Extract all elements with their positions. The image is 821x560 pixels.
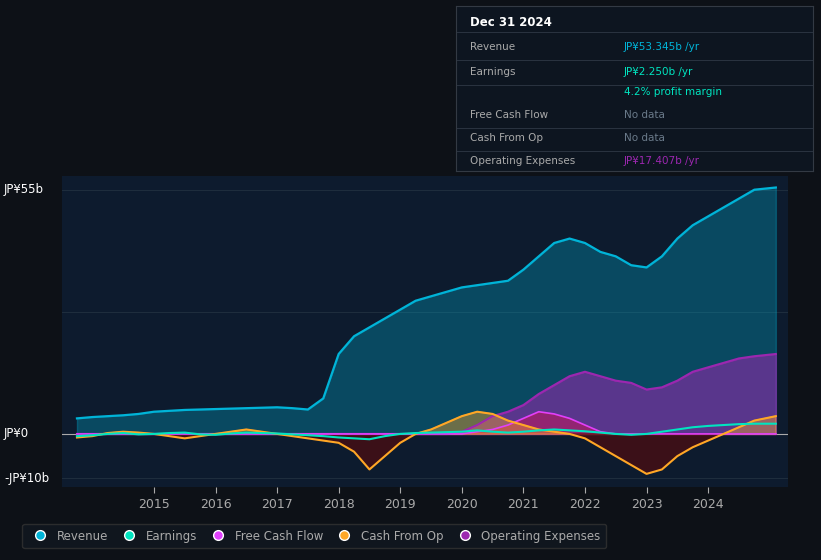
Text: Revenue: Revenue: [470, 42, 515, 52]
Text: 4.2% profit margin: 4.2% profit margin: [623, 86, 722, 96]
Text: Dec 31 2024: Dec 31 2024: [470, 16, 552, 29]
Text: JP¥53.345b /yr: JP¥53.345b /yr: [623, 42, 699, 52]
Legend: Revenue, Earnings, Free Cash Flow, Cash From Op, Operating Expenses: Revenue, Earnings, Free Cash Flow, Cash …: [22, 524, 607, 548]
Text: JP¥2.250b /yr: JP¥2.250b /yr: [623, 67, 693, 77]
Text: JP¥0: JP¥0: [4, 427, 30, 440]
Text: Operating Expenses: Operating Expenses: [470, 156, 576, 166]
Text: JP¥17.407b /yr: JP¥17.407b /yr: [623, 156, 699, 166]
Text: No data: No data: [623, 133, 664, 143]
Text: Earnings: Earnings: [470, 67, 516, 77]
Text: JP¥55b: JP¥55b: [4, 183, 44, 196]
Text: -JP¥10b: -JP¥10b: [4, 472, 49, 485]
Text: Cash From Op: Cash From Op: [470, 133, 543, 143]
Text: Free Cash Flow: Free Cash Flow: [470, 110, 548, 120]
Text: No data: No data: [623, 110, 664, 120]
